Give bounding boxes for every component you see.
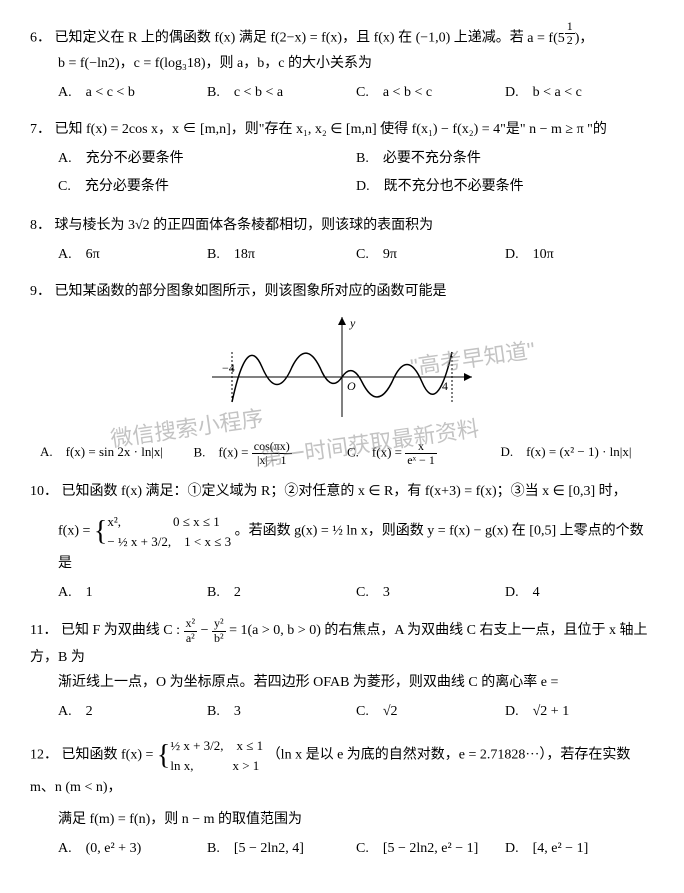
q9b-num: cos(πx) bbox=[252, 440, 292, 454]
q11-opt-b: B. 3 bbox=[207, 699, 356, 724]
q7-text: 已知 f(x) = 2cos x，x ∈ [m,n]，则"存在 x₁, x₂ ∈… bbox=[55, 122, 607, 137]
q8-text: 球与棱长为 3√2 的正四面体各条棱都相切，则该球的表面积为 bbox=[55, 218, 434, 233]
q7-opt-b: B. 必要不充分条件 bbox=[356, 146, 654, 171]
q10-pw-content: x², 0 ≤ x ≤ 1 − ½ x + 3/2, 1 < x ≤ 3 bbox=[107, 512, 231, 551]
q11-minus: − bbox=[201, 623, 212, 638]
q11-frac-left: x²a² bbox=[184, 617, 198, 644]
y-label: y bbox=[349, 316, 356, 330]
q7-opt-a: A. 充分不必要条件 bbox=[58, 146, 356, 171]
q11-frac-right: y²b² bbox=[212, 617, 226, 644]
xleft-label: −4 bbox=[222, 361, 235, 375]
q9b-den: |x| − 1 bbox=[252, 454, 292, 467]
q12-text3: 满足 f(m) = f(n)，则 n − m 的取值范围为 bbox=[30, 807, 654, 832]
q11-fl-num: x² bbox=[184, 617, 198, 631]
q10-number: 10． bbox=[30, 484, 58, 499]
question-12: 12． 已知函数 f(x) = { ½ x + 3/2, x ≤ 1 ln x,… bbox=[30, 736, 654, 861]
q9c-pre: C. f(x) = bbox=[347, 444, 405, 459]
q12-opt-c: C. [5 − 2ln2, e² − 1] bbox=[356, 836, 505, 861]
q12-opt-d: D. [4, e² − 1] bbox=[505, 836, 654, 861]
q11-fr-num: y² bbox=[212, 617, 226, 631]
q6-text1: 已知定义在 R 上的偶函数 f(x) 满足 f(2−x) = f(x)，且 f(… bbox=[55, 31, 528, 46]
q7-number: 7． bbox=[30, 122, 51, 137]
q9-opt-b: B. f(x) = cos(πx)|x| − 1 bbox=[194, 440, 348, 467]
q6-a-close: )， bbox=[575, 31, 594, 46]
q12-number: 12． bbox=[30, 748, 58, 763]
q6-opt-b: B. c < b < a bbox=[207, 80, 356, 105]
q11-text3: 渐近线上一点，O 为坐标原点。若四边形 OFAB 为菱形，则双曲线 C 的离心率… bbox=[30, 670, 654, 695]
y-arrow bbox=[338, 317, 346, 325]
question-9: 9． 已知某函数的部分图象如图所示，则该图象所对应的函数可能是 y O −4 4… bbox=[30, 279, 654, 467]
q9-options: A. f(x) = sin 2x · ln|x| B. f(x) = cos(π… bbox=[30, 440, 654, 467]
q6-a-expr: a = f(512)， bbox=[527, 31, 593, 46]
q6-options: A. a < c < b B. c < b < a C. a < b < c D… bbox=[30, 80, 654, 105]
q9-text: 已知某函数的部分图象如图所示，则该图象所对应的函数可能是 bbox=[55, 284, 447, 299]
q8-opt-a: A. 6π bbox=[58, 242, 207, 267]
q12-opt-a: A. (0, e² + 3) bbox=[58, 836, 207, 861]
q11-options: A. 2 B. 3 C. √2 D. √2 + 1 bbox=[30, 699, 654, 724]
brace-icon: { bbox=[94, 518, 107, 546]
q10-opt-c: C. 3 bbox=[356, 580, 505, 605]
q11-number: 11． bbox=[30, 623, 57, 638]
q10-options: A. 1 B. 2 C. 3 D. 4 bbox=[30, 580, 654, 605]
q9-opt-d: D. f(x) = (x² − 1) · ln|x| bbox=[501, 440, 655, 467]
q12-opt-b: B. [5 − 2ln2, 4] bbox=[207, 836, 356, 861]
q10-text1: 已知函数 f(x) 满足：①定义域为 R；②对任意的 x ∈ R，有 f(x+3… bbox=[62, 484, 627, 499]
q9-opt-a: A. f(x) = sin 2x · ln|x| bbox=[40, 440, 194, 467]
q8-number: 8． bbox=[30, 218, 51, 233]
q9-opt-c: C. f(x) = xeˣ − 1 bbox=[347, 440, 501, 467]
q11-fl-den: a² bbox=[184, 632, 198, 645]
q12-text1: 已知函数 f(x) = bbox=[62, 748, 157, 763]
question-8: 8． 球与棱长为 3√2 的正四面体各条棱都相切，则该球的表面积为 A. 6π … bbox=[30, 213, 654, 267]
q7-options: A. 充分不必要条件 B. 必要不充分条件 C. 充分必要条件 D. 既不充分也… bbox=[30, 146, 654, 200]
brace-icon-2: { bbox=[157, 742, 170, 770]
q11-fr-den: b² bbox=[212, 632, 226, 645]
q12-options: A. (0, e² + 3) B. [5 − 2ln2, 4] C. [5 − … bbox=[30, 836, 654, 861]
q8-options: A. 6π B. 18π C. 9π D. 10π bbox=[30, 242, 654, 267]
question-11: 11． 已知 F 为双曲线 C : x²a² − y²b² = 1(a > 0,… bbox=[30, 617, 654, 724]
x-arrow bbox=[464, 373, 472, 381]
q10-opt-b: B. 2 bbox=[207, 580, 356, 605]
q10-pw-row1: x², 0 ≤ x ≤ 1 bbox=[107, 512, 231, 532]
q10-opt-d: D. 4 bbox=[505, 580, 654, 605]
q11-opt-c: C. √2 bbox=[356, 699, 505, 724]
q10-pw-row2: − ½ x + 3/2, 1 < x ≤ 3 bbox=[107, 532, 231, 552]
q10-opt-a: A. 1 bbox=[58, 580, 207, 605]
q7-opt-d: D. 既不充分也不必要条件 bbox=[356, 174, 654, 199]
q6-opt-a: A. a < c < b bbox=[58, 80, 207, 105]
q9-number: 9． bbox=[30, 284, 51, 299]
q9-plot-svg: y O −4 4 bbox=[202, 312, 482, 422]
q6-exp-frac: 12 bbox=[565, 28, 575, 39]
page-container: { "q6": { "num": "6．", "text1": "已知定义在 R… bbox=[30, 20, 654, 861]
q8-opt-b: B. 18π bbox=[207, 242, 356, 267]
question-10: 10． 已知函数 f(x) 满足：①定义域为 R；②对任意的 x ∈ R，有 f… bbox=[30, 479, 654, 606]
q12-pw-content: ½ x + 3/2, x ≤ 1 ln x, x > 1 bbox=[170, 736, 263, 775]
q6-a-part: a = f(5 bbox=[527, 31, 564, 46]
q8-opt-d: D. 10π bbox=[505, 242, 654, 267]
q6-opt-c: C. a < b < c bbox=[356, 80, 505, 105]
q11-text1: 已知 F 为双曲线 C : bbox=[61, 623, 184, 638]
q10-fx-label: f(x) = bbox=[58, 524, 94, 539]
q6-text2: b = f(−ln2)，c = f(log₃18)，则 a，b，c 的大小关系为 bbox=[30, 51, 654, 76]
q7-opt-c: C. 充分必要条件 bbox=[58, 174, 356, 199]
q12-pw-row1: ½ x + 3/2, x ≤ 1 bbox=[170, 736, 263, 756]
q9c-num: x bbox=[405, 440, 437, 454]
q12-pw-row2: ln x, x > 1 bbox=[170, 756, 263, 776]
q11-opt-a: A. 2 bbox=[58, 699, 207, 724]
question-6: 6． 已知定义在 R 上的偶函数 f(x) 满足 f(2−x) = f(x)，且… bbox=[30, 20, 654, 105]
q9-graph: y O −4 4 bbox=[30, 312, 654, 431]
q9c-den: eˣ − 1 bbox=[405, 454, 437, 467]
q10-piecewise-line: f(x) = { x², 0 ≤ x ≤ 1 − ½ x + 3/2, 1 < … bbox=[30, 512, 654, 576]
q12-piecewise: { ½ x + 3/2, x ≤ 1 ln x, x > 1 bbox=[157, 736, 263, 775]
q11-opt-d: D. √2 + 1 bbox=[505, 699, 654, 724]
q8-opt-c: C. 9π bbox=[356, 242, 505, 267]
q9b-pre: B. f(x) = bbox=[194, 444, 252, 459]
question-7: 7． 已知 f(x) = 2cos x，x ∈ [m,n]，则"存在 x₁, x… bbox=[30, 117, 654, 201]
q6-opt-d: D. b < a < c bbox=[505, 80, 654, 105]
q10-piecewise: { x², 0 ≤ x ≤ 1 − ½ x + 3/2, 1 < x ≤ 3 bbox=[94, 512, 231, 551]
q6-number: 6． bbox=[30, 31, 51, 46]
o-label: O bbox=[347, 379, 356, 393]
